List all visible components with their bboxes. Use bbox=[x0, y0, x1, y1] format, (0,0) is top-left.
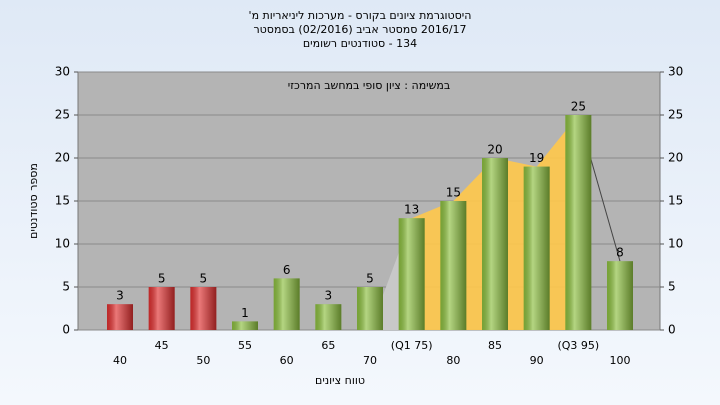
x-tick-label: 100 bbox=[610, 354, 631, 367]
y-tick-label: 10 bbox=[55, 237, 70, 251]
y-tick-label: 30 bbox=[55, 65, 70, 79]
x-axis-label: טווח ציונים bbox=[315, 374, 365, 387]
data-label: 15 bbox=[446, 186, 461, 200]
data-label: 5 bbox=[200, 272, 208, 286]
bar-shade bbox=[148, 287, 175, 330]
title-line: 2016/17 סמסטר אביב (02/2016) בסמסטר bbox=[253, 23, 466, 36]
title-line: 134 - סטודנטים רשומים bbox=[303, 37, 417, 50]
data-label: 5 bbox=[158, 272, 166, 286]
bar-shade bbox=[273, 278, 300, 330]
x-tick-label: 55 bbox=[238, 339, 252, 352]
bar-shade bbox=[315, 304, 342, 330]
x-tick-label: 40 bbox=[113, 354, 127, 367]
bar-shade bbox=[232, 321, 258, 330]
y2-tick-label: 10 bbox=[668, 237, 683, 251]
x-tick-label: 80 bbox=[446, 354, 460, 367]
data-label: 5 bbox=[366, 272, 374, 286]
y-tick-label: 20 bbox=[55, 151, 70, 165]
y2-tick-label: 30 bbox=[668, 65, 683, 79]
title-line: היסטוגרמת ציונים בקורס - מערכות ליניאריו… bbox=[249, 9, 472, 22]
bar-shade bbox=[398, 218, 425, 330]
y-tick-label: 0 bbox=[62, 323, 70, 337]
bar-shade bbox=[440, 201, 467, 330]
y2-tick-label: 25 bbox=[668, 108, 683, 122]
x-tick-label: (Q3 95) bbox=[557, 339, 599, 352]
x-tick-label: (Q1 75) bbox=[391, 339, 433, 352]
x-tick-label: 60 bbox=[280, 354, 294, 367]
bar-shade bbox=[107, 304, 133, 330]
bar-shade bbox=[190, 287, 217, 330]
data-label: 25 bbox=[571, 100, 586, 114]
x-tick-label: 90 bbox=[530, 354, 544, 367]
data-label: 3 bbox=[116, 289, 124, 303]
x-tick-label: 65 bbox=[321, 339, 335, 352]
y-tick-label: 5 bbox=[62, 280, 70, 294]
bar-shade bbox=[565, 115, 592, 330]
y-tick-label: 15 bbox=[55, 194, 70, 208]
y2-tick-label: 5 bbox=[668, 280, 676, 294]
x-tick-label: 70 bbox=[363, 354, 377, 367]
data-label: 6 bbox=[283, 263, 291, 277]
bar-shade bbox=[357, 287, 383, 330]
data-label: 19 bbox=[529, 151, 544, 165]
y-axis-label: מספר סטודנטים bbox=[27, 163, 40, 239]
x-tick-label: 50 bbox=[196, 354, 210, 367]
data-label: 3 bbox=[325, 289, 333, 303]
bar-shade bbox=[523, 166, 550, 330]
data-label: 1 bbox=[241, 306, 249, 320]
y2-tick-label: 0 bbox=[668, 323, 676, 337]
data-label: 13 bbox=[404, 203, 419, 217]
bar-shade bbox=[607, 261, 633, 330]
x-tick-label: 45 bbox=[155, 339, 169, 352]
legend-text: במשימה : ציון סופי במחשב המרכזי bbox=[288, 79, 451, 92]
x-tick-label: 85 bbox=[488, 339, 502, 352]
y2-tick-label: 15 bbox=[668, 194, 683, 208]
data-label: 20 bbox=[487, 143, 502, 157]
bar-shade bbox=[482, 158, 508, 330]
data-label: 8 bbox=[616, 246, 624, 260]
y-tick-label: 25 bbox=[55, 108, 70, 122]
y2-tick-label: 20 bbox=[668, 151, 683, 165]
